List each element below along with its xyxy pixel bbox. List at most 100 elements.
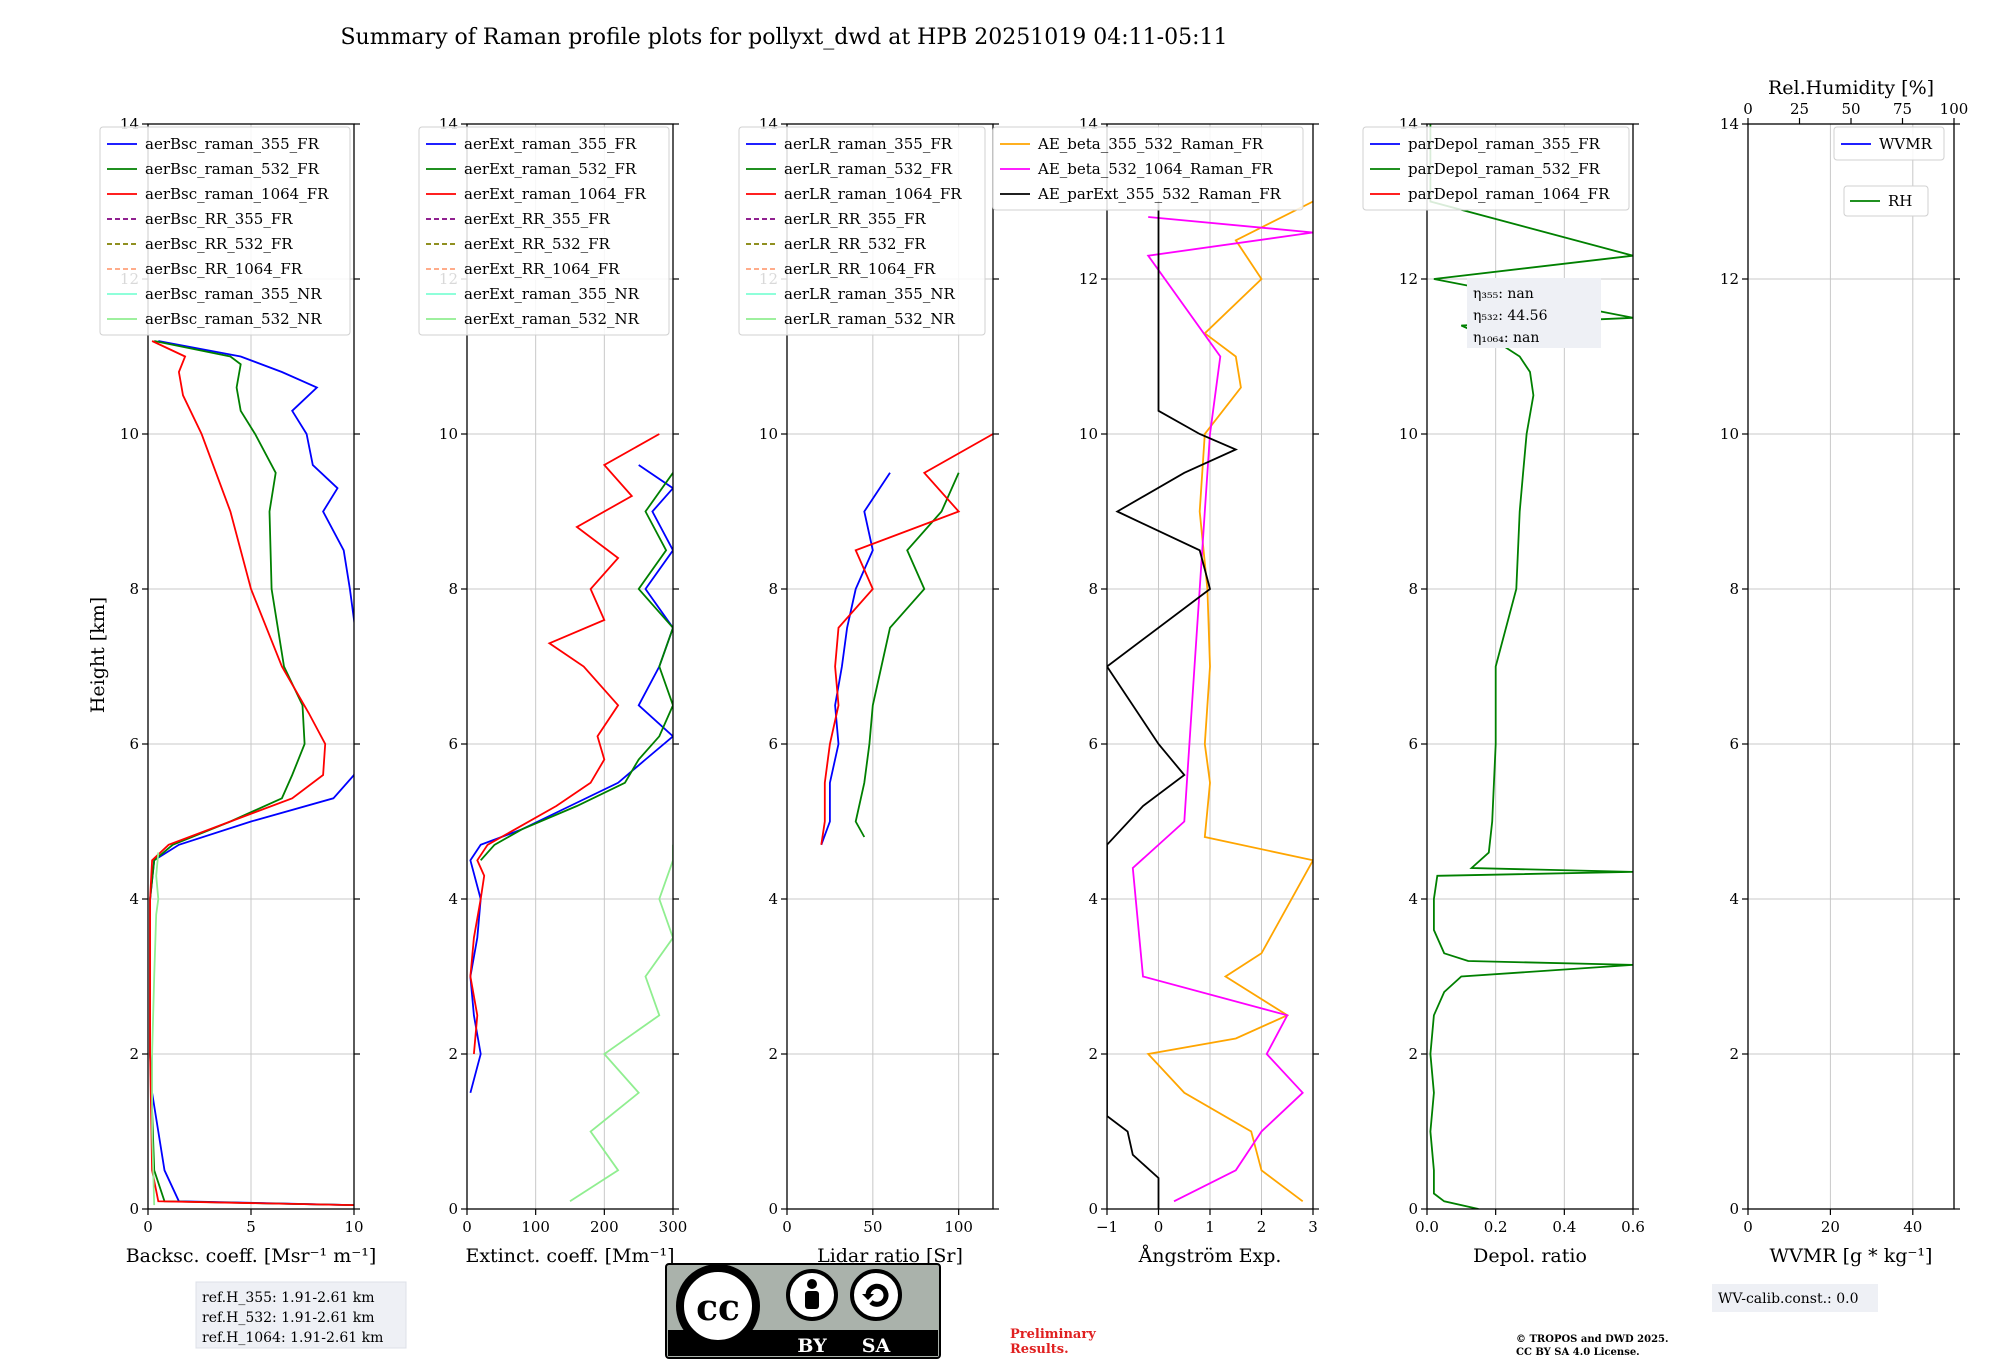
legend-entry: aerBsc_RR_1064_FR bbox=[145, 260, 303, 278]
legend-entry: aerBsc_raman_355_FR bbox=[145, 135, 320, 153]
y-tick-label: 6 bbox=[1088, 735, 1098, 753]
y-tick-label: 2 bbox=[1088, 1045, 1098, 1063]
x-tick-label: 0 bbox=[1743, 1218, 1753, 1236]
legend: AE_beta_355_532_Raman_FR AE_beta_532_1064… bbox=[992, 126, 1304, 211]
legend: aerBsc_raman_355_FR aerBsc_raman_532_FRae… bbox=[99, 126, 351, 336]
y-tick-label: 4 bbox=[1088, 890, 1098, 908]
annotation-line: η₁₀₆₄: nan bbox=[1473, 330, 1539, 346]
wv-calibration-constant: WV-calib.const.: 0.0 bbox=[1718, 1291, 1858, 1307]
panel-ext: 024681012140100200300Extinct. coeff. [Mm… bbox=[418, 115, 688, 1267]
legend-frame bbox=[1843, 185, 1929, 217]
legend-rh: RH bbox=[1843, 185, 1929, 217]
y-tick-label: 4 bbox=[1729, 890, 1739, 908]
x-tick-label: 300 bbox=[659, 1218, 688, 1236]
y-tick-label: 12 bbox=[1399, 270, 1418, 288]
legend-frame bbox=[1833, 126, 1945, 161]
legend: WVMR bbox=[1833, 126, 1945, 161]
x-tick-label: 0 bbox=[143, 1218, 153, 1236]
ref-height-355: ref.H_355: 1.91-2.61 km bbox=[202, 1290, 375, 1306]
legend-entry: aerBsc_RR_355_FR bbox=[145, 210, 293, 228]
y-tick-label: 0 bbox=[1408, 1200, 1418, 1218]
y-tick-label: 14 bbox=[1720, 115, 1739, 133]
y-tick-label: 8 bbox=[768, 580, 778, 598]
x-tick-label: −1 bbox=[1096, 1218, 1118, 1236]
y-tick-label: 0 bbox=[129, 1200, 139, 1218]
x-axis-label: Extinct. coeff. [Mm⁻¹] bbox=[465, 1245, 674, 1267]
series-group bbox=[820, 433, 993, 846]
series-line-aerExt_raman_355_FR bbox=[469, 464, 673, 1094]
x-tick-label: 100 bbox=[944, 1218, 973, 1236]
y-tick-label: 2 bbox=[768, 1045, 778, 1063]
y-tick-label: 4 bbox=[1408, 890, 1418, 908]
legend-entry: aerExt_RR_355_FR bbox=[464, 210, 611, 228]
series-line-AE_beta_532_1064_Raman_FR bbox=[1131, 216, 1313, 1203]
y-tick-label: 8 bbox=[448, 580, 458, 598]
x-tick-label: 0.2 bbox=[1484, 1218, 1508, 1236]
legend: aerLR_raman_355_FR aerLR_raman_532_FR aerL… bbox=[738, 126, 986, 336]
series-line-aerLR_raman_532_FR bbox=[854, 472, 960, 838]
copyright-line-1: © TROPOS and DWD 2025. bbox=[1516, 1334, 1668, 1345]
legend-frame bbox=[418, 126, 670, 336]
ref-height-1064: ref.H_1064: 1.91-2.61 km bbox=[202, 1330, 383, 1346]
y-tick-label: 10 bbox=[120, 425, 139, 443]
legend-entry: aerBsc_raman_1064_FR bbox=[145, 185, 329, 203]
legend: aerExt_raman_355_FR aerExt_raman_532_FRae… bbox=[418, 126, 670, 336]
series-line-aerLR_raman_1064_FR bbox=[820, 433, 993, 845]
y-tick-label: 4 bbox=[768, 890, 778, 908]
x-axis-label: Lidar ratio [Sr] bbox=[817, 1245, 963, 1267]
legend-entry: aerBsc_raman_532_FR bbox=[145, 160, 320, 178]
series-group bbox=[1107, 200, 1313, 1209]
legend-entry: aerLR_RR_1064_FR bbox=[784, 260, 936, 278]
series-line-AE_beta_355_532_Raman_FR bbox=[1146, 200, 1313, 1203]
legend-entry: RH bbox=[1888, 192, 1912, 210]
legend-entry: AE_beta_532_1064_Raman_FR bbox=[1037, 160, 1273, 178]
legend-entry: aerLR_raman_532_FR bbox=[784, 160, 953, 178]
series-group bbox=[469, 433, 673, 1203]
legend-frame bbox=[99, 126, 351, 336]
x-tick-label: 0 bbox=[782, 1218, 792, 1236]
y-tick-label: 8 bbox=[129, 580, 139, 598]
x-tick-label: 100 bbox=[521, 1218, 550, 1236]
legend-entry: aerExt_RR_532_FR bbox=[464, 235, 611, 253]
legend-entry: AE_beta_355_532_Raman_FR bbox=[1037, 135, 1264, 153]
legend: parDepol_raman_355_FR parDepol_raman_532_… bbox=[1362, 126, 1630, 211]
x-tick-label: 10 bbox=[344, 1218, 363, 1236]
legend-frame bbox=[992, 126, 1304, 211]
legend-entry: aerLR_RR_532_FR bbox=[784, 235, 926, 253]
y-tick-label: 10 bbox=[759, 425, 778, 443]
panel-bsc: 024681012140510Backsc. coeff. [Msr⁻¹ m⁻¹… bbox=[99, 115, 376, 1267]
annotation-box bbox=[1467, 278, 1601, 348]
y-tick-label: 10 bbox=[1399, 425, 1418, 443]
copyright-line-2: CC BY SA 4.0 License. bbox=[1516, 1347, 1640, 1358]
y-tick-label: 10 bbox=[1720, 425, 1739, 443]
legend-entry: aerBsc_RR_532_FR bbox=[145, 235, 293, 253]
y-tick-label: 2 bbox=[448, 1045, 458, 1063]
legend-entry: aerExt_RR_1064_FR bbox=[464, 260, 620, 278]
y-tick-label: 2 bbox=[1729, 1045, 1739, 1063]
legend-entry: aerLR_raman_1064_FR bbox=[784, 185, 962, 203]
series-line-aerExt_raman_532_NR bbox=[569, 844, 673, 1203]
x-tick-label: 0 bbox=[1154, 1218, 1164, 1236]
x-axis-label: WVMR [g * kg⁻¹] bbox=[1770, 1245, 1933, 1267]
cc-by-sa-logo: cc BY SA bbox=[665, 1263, 941, 1359]
legend-entry: aerExt_raman_1064_FR bbox=[464, 185, 646, 203]
y-tick-label: 6 bbox=[129, 735, 139, 753]
y-tick-label: 4 bbox=[129, 890, 139, 908]
x-tick-label: 50 bbox=[863, 1218, 882, 1236]
x-axis-label: Ångström Exp. bbox=[1138, 1245, 1282, 1267]
top-tick-label: 25 bbox=[1790, 100, 1809, 118]
annotation-line: η₅₃₂: 44.56 bbox=[1473, 308, 1548, 324]
top-tick-label: 100 bbox=[1940, 100, 1969, 118]
reference-height-box: ref.H_355: 1.91-2.61 km ref.H_532: 1.91-… bbox=[195, 1281, 407, 1349]
x-tick-label: 20 bbox=[1821, 1218, 1840, 1236]
y-tick-label: 0 bbox=[1088, 1200, 1098, 1218]
svg-text:BY: BY bbox=[797, 1335, 827, 1357]
y-tick-label: 12 bbox=[1079, 270, 1098, 288]
legend-frame bbox=[738, 126, 986, 336]
series-line-aerLR_raman_355_FR bbox=[820, 472, 891, 846]
legend-entry: aerExt_raman_532_FR bbox=[464, 160, 637, 178]
series-line-AE_parExt_355_532_Raman_FR bbox=[1107, 201, 1239, 1209]
axes-frame bbox=[466, 123, 674, 1210]
x-tick-label: 5 bbox=[246, 1218, 256, 1236]
